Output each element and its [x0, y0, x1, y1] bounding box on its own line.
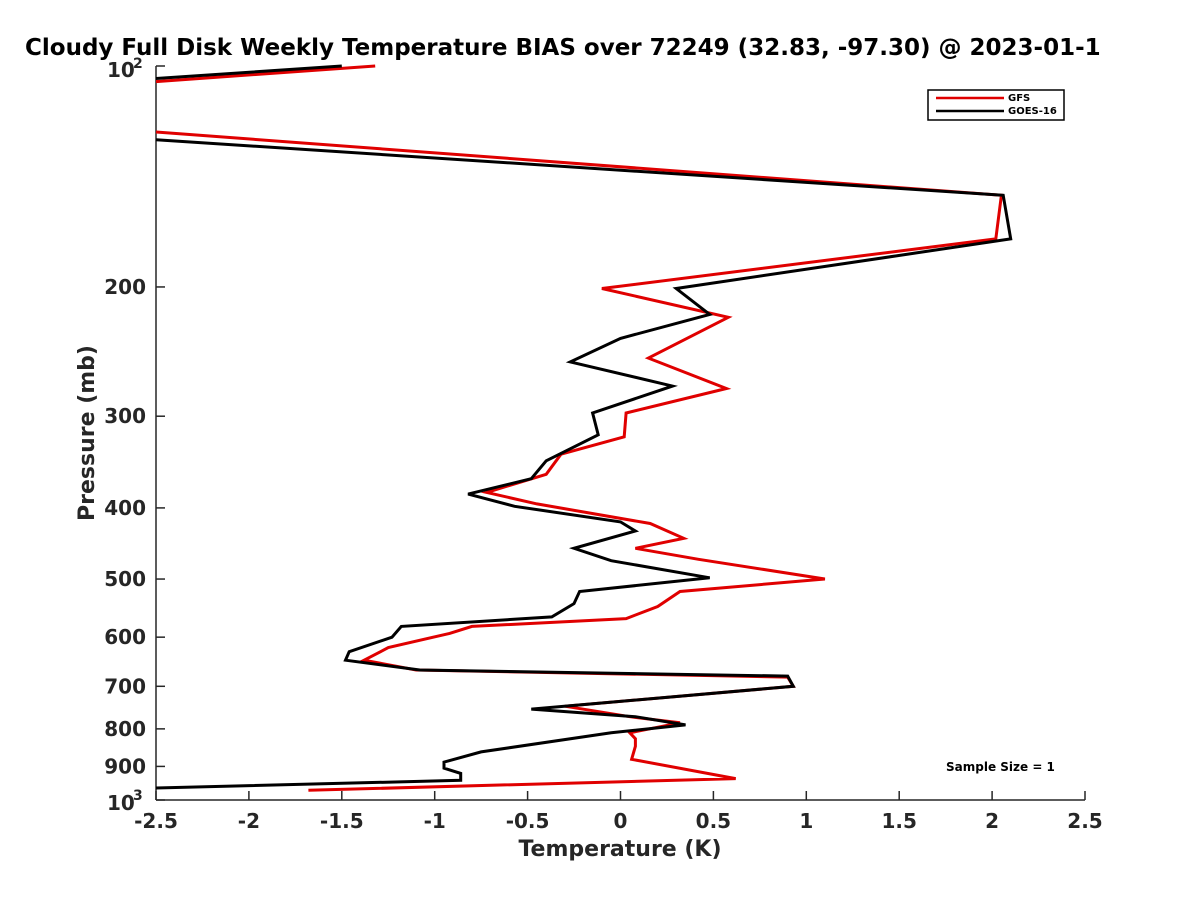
sample-size-annotation: Sample Size = 1: [946, 760, 1055, 774]
y-tick-label: 900: [104, 754, 146, 778]
y-tick-bottom-exp: 3: [133, 788, 143, 804]
x-tick-label: 2: [985, 809, 999, 833]
y-tick-bottom-base: 10: [107, 791, 135, 815]
x-tick-label: 1.5: [881, 809, 916, 833]
plot-area: [155, 66, 1085, 801]
x-ticks: -2.5 -2 -1.5 -1 -0.5 0 0.5 1 1.5 2 2.5: [134, 791, 1103, 833]
y-tick-label: 200: [104, 275, 146, 299]
y-tick-top-exp: 2: [133, 56, 143, 72]
y-axis-label: Pressure (mb): [75, 345, 100, 521]
y-tick-label: 300: [104, 404, 146, 428]
x-tick-label: -0.5: [506, 809, 550, 833]
x-tick-label: -2.5: [134, 809, 178, 833]
legend-box: [927, 89, 1065, 121]
x-tick-label: -2: [238, 809, 260, 833]
x-tick-label: 0.5: [696, 809, 731, 833]
x-tick-label: 1: [799, 809, 813, 833]
x-tick-label: -1: [424, 809, 446, 833]
series-line-goes16: [155, 64, 1013, 790]
series-line-gfs: [155, 64, 1004, 792]
x-tick-label: -1.5: [320, 809, 364, 833]
y-tick-label: 700: [104, 674, 146, 698]
series-lines: [155, 64, 1013, 792]
y-ticks: 200 300 400 500 600 700 800 900: [104, 65, 165, 801]
chart-title: Cloudy Full Disk Weekly Temperature BIAS…: [25, 35, 1101, 61]
legend-label-gfs: GFS: [1008, 93, 1030, 104]
x-tick-label: 0: [614, 809, 628, 833]
y-tick-bottom: 10 3: [107, 788, 143, 815]
y-tick-label: 500: [104, 567, 146, 591]
x-tick-label: 2.5: [1067, 809, 1102, 833]
y-tick-top: 10 2: [107, 56, 143, 82]
x-axis-label: Temperature (K): [518, 837, 721, 862]
y-tick-label: 600: [104, 625, 146, 649]
y-tick-label: 800: [104, 717, 146, 741]
legend: GFS GOES-16: [927, 89, 1065, 121]
y-tick-top-base: 10: [107, 58, 135, 82]
y-tick-label: 400: [104, 496, 146, 520]
legend-label-goes16: GOES-16: [1008, 106, 1057, 117]
